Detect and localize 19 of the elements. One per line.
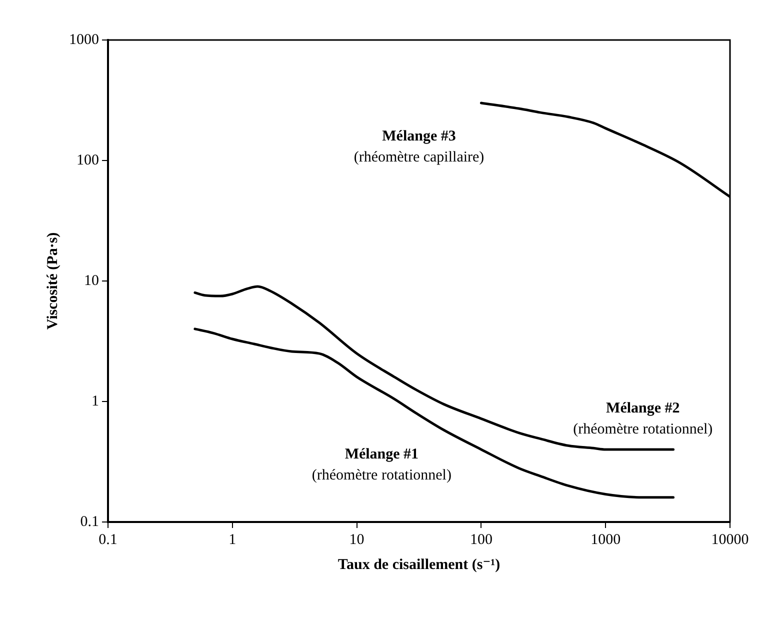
y-tick-label: 0.1 [80,514,99,530]
text: Mélange #3 [382,128,456,144]
y-axis-title: Viscosité (Pa·s) [44,232,61,330]
y-tick-label: 10 [84,272,99,289]
annotation: (rhéomètre capillaire) [354,149,484,166]
x-tick-label: 1 [228,532,236,548]
annotation: (rhéomètre rotationnel) [312,467,452,484]
y-tick-label: 100 [76,152,99,168]
x-tick-label: 10 [349,532,364,548]
x-tick-label: 100 [470,532,492,548]
y-tick-label: 1000 [69,32,99,48]
y-tick-label: 1 [92,393,99,410]
x-tick-label: 1000 [590,532,621,548]
series-label: Mélange #1 [344,446,419,462]
x-tick-label: 0.1 [98,532,118,548]
x-axis-title: Taux de cisaillement (s⁻¹) [338,556,500,573]
text: Mélange #2 [606,400,680,417]
annotation: (rhéomètre rotationnel) [573,422,713,438]
x-tick-label: 10000 [711,532,749,548]
